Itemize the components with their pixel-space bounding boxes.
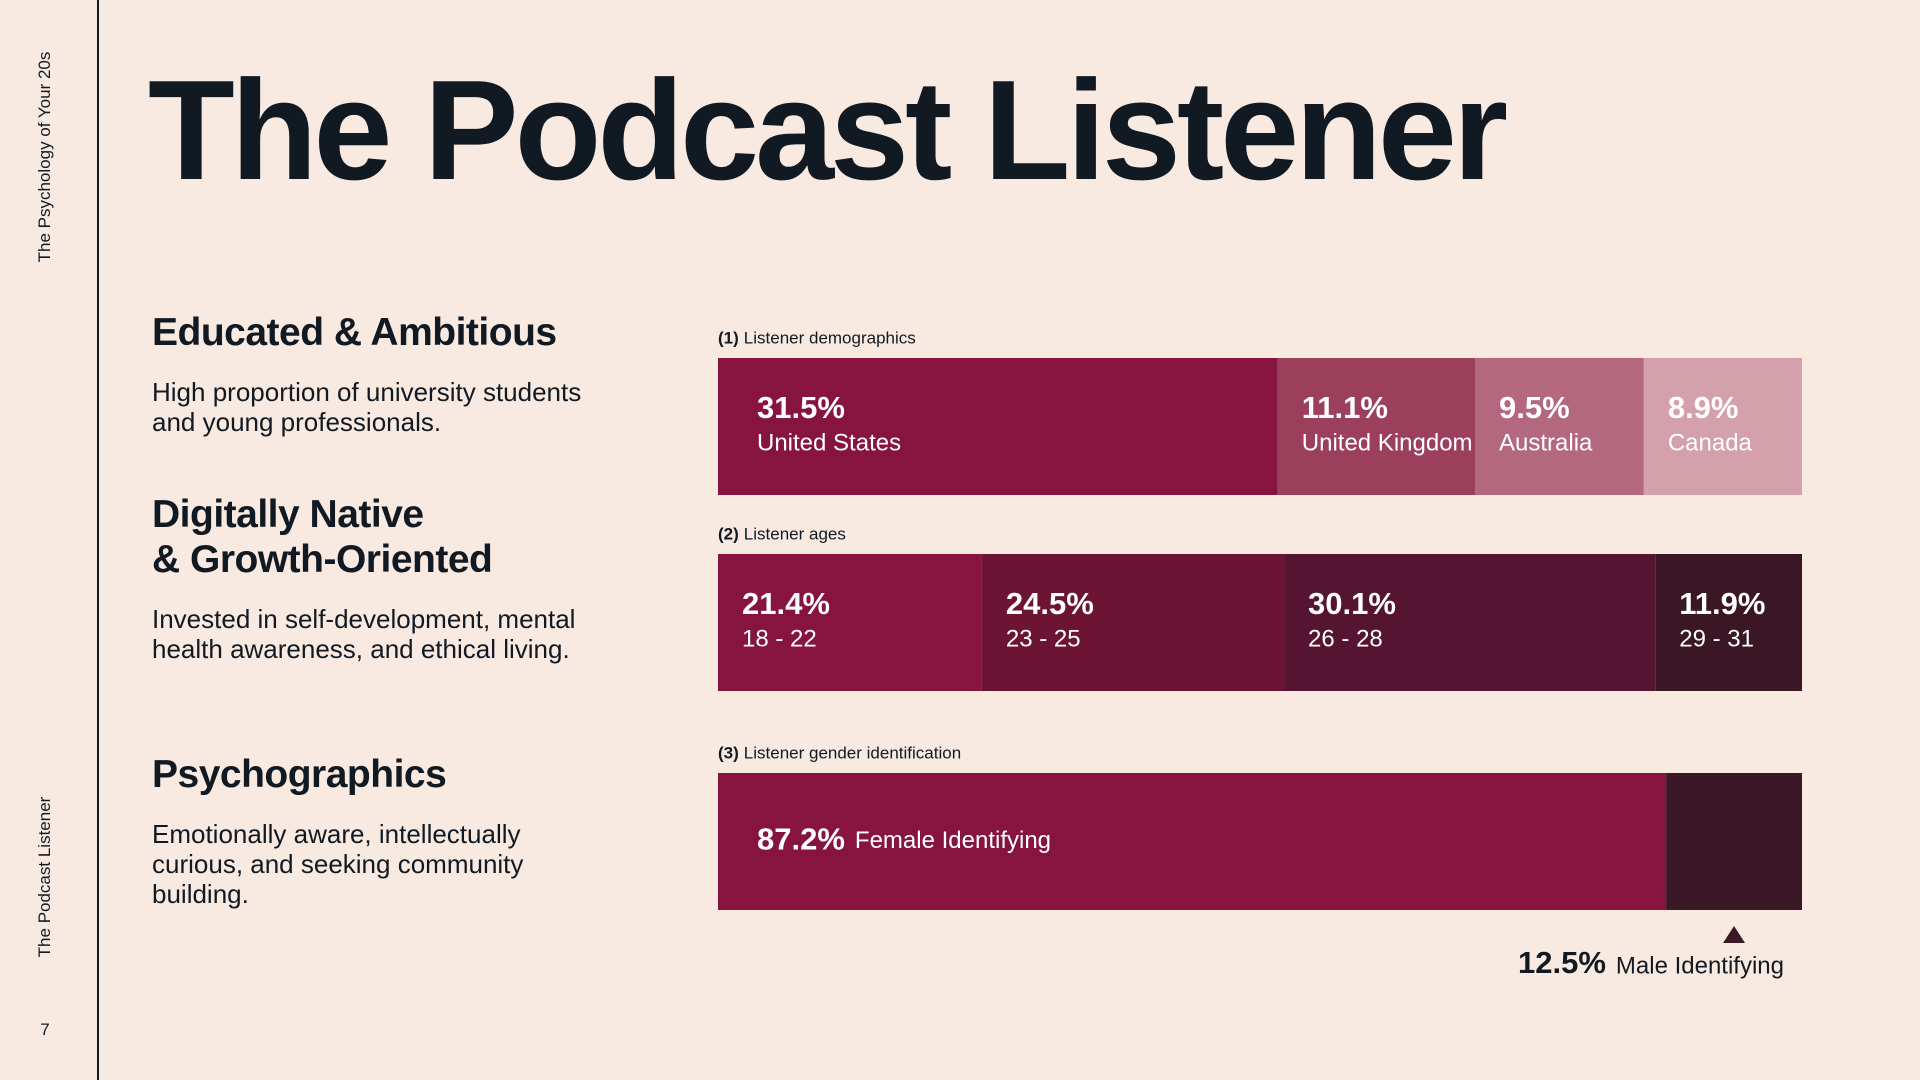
- chart-number: (1): [718, 328, 739, 347]
- bar-segment: [981, 554, 1285, 691]
- category-label: 26 - 28: [1308, 625, 1383, 652]
- chart-number: (3): [718, 743, 739, 762]
- value-label: 24.5%: [1006, 586, 1094, 621]
- section-body: High proportion of university students a…: [152, 377, 582, 437]
- section-heading: Digitally Native & Growth-Oriented: [152, 493, 493, 581]
- section-body: Emotionally aware, intellectually curiou…: [152, 819, 524, 909]
- chart-title: Listener ages: [744, 524, 846, 543]
- value-label: 21.4%: [742, 586, 830, 621]
- chart-title: Listener gender identification: [744, 743, 961, 762]
- section-body: Invested in self-development, mental hea…: [152, 604, 576, 664]
- category-label: Australia: [1499, 429, 1593, 456]
- page-number: 7: [40, 1020, 50, 1039]
- chart-title: Listener demographics: [744, 328, 916, 347]
- category-label: Female Identifying: [855, 827, 1051, 854]
- bar-segment: [1655, 554, 1802, 691]
- value-label: 8.9%: [1668, 390, 1739, 425]
- page-title: The Podcast Listener: [148, 51, 1508, 210]
- section: Educated & Ambitious High proportion of …: [152, 310, 592, 437]
- value-label: 12.5%: [1518, 945, 1606, 980]
- bar-segment: [1284, 554, 1656, 691]
- value-label: 87.2%: [757, 822, 845, 857]
- category-label: Canada: [1668, 429, 1753, 456]
- category-label: United States: [757, 429, 901, 456]
- annotation-arrow: [1723, 926, 1746, 943]
- section: Digitally Native & Growth-Oriented Inves…: [152, 492, 592, 664]
- category-label: 23 - 25: [1006, 625, 1081, 652]
- chart-number: (2): [718, 524, 739, 543]
- value-label: 11.9%: [1679, 586, 1765, 621]
- bar-segment: [1666, 773, 1802, 910]
- bar-segment: [1475, 358, 1644, 495]
- section: Psychographics Emotionally aware, intell…: [152, 752, 592, 909]
- category-label: 18 - 22: [742, 625, 817, 652]
- category-label: United Kingdom: [1302, 429, 1473, 456]
- sidebar-rule: [97, 0, 99, 1080]
- bar-segment: [718, 554, 982, 691]
- bar-segment: [718, 773, 1667, 910]
- category-label: 29 - 31: [1679, 625, 1754, 652]
- value-label: 9.5%: [1499, 390, 1570, 425]
- bar-segment: [1643, 358, 1802, 495]
- section-heading: Educated & Ambitious: [152, 311, 557, 354]
- section-heading: Psychographics: [152, 753, 447, 796]
- bar-segment: [1277, 358, 1476, 495]
- bar-segment: [718, 358, 1278, 495]
- value-label: 30.1%: [1308, 586, 1396, 621]
- category-label: Male Identifying: [1616, 952, 1784, 979]
- value-label: 11.1%: [1302, 390, 1388, 425]
- value-label: 31.5%: [757, 390, 845, 425]
